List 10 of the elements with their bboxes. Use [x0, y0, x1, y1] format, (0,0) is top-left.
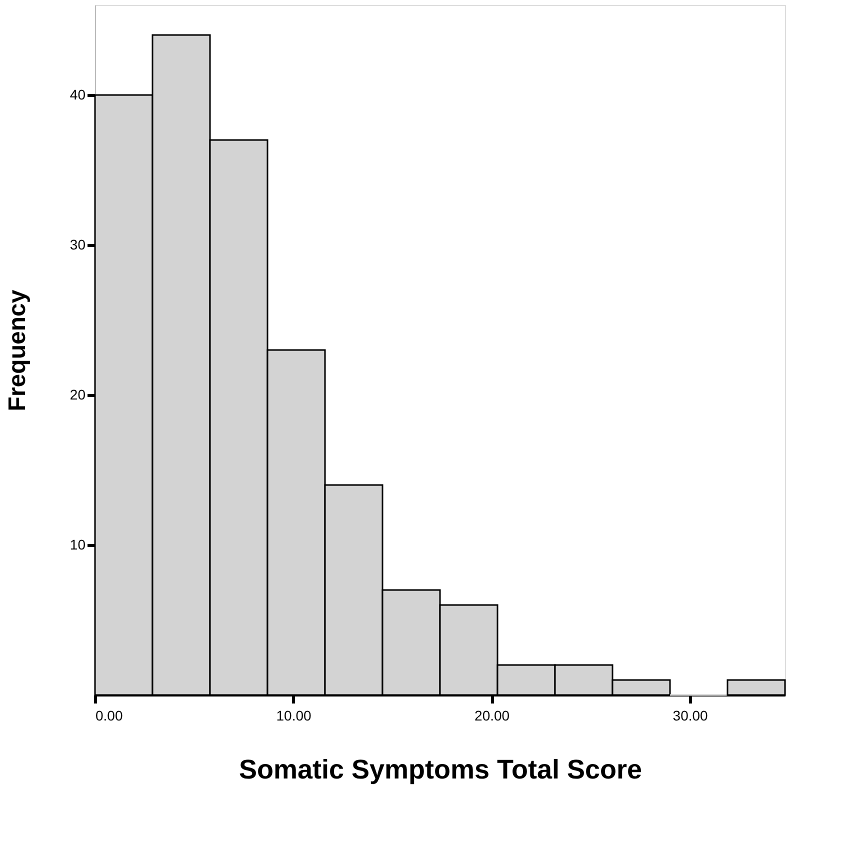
y-tick-label: 20 — [70, 386, 86, 402]
y-tick-label: 40 — [70, 86, 86, 102]
x-tick-label: 30.00 — [672, 708, 708, 724]
x-tick-label: 10.00 — [276, 708, 312, 724]
y-tick-label: 10 — [70, 536, 86, 552]
y-axis-title: Frequency — [4, 289, 31, 412]
x-tick-label: 0.00 — [96, 708, 123, 724]
y-tick-label: 30 — [70, 236, 86, 252]
x-axis-title: Somatic Symptoms Total Score — [238, 754, 642, 784]
x-tick-label: 20.00 — [474, 708, 510, 724]
